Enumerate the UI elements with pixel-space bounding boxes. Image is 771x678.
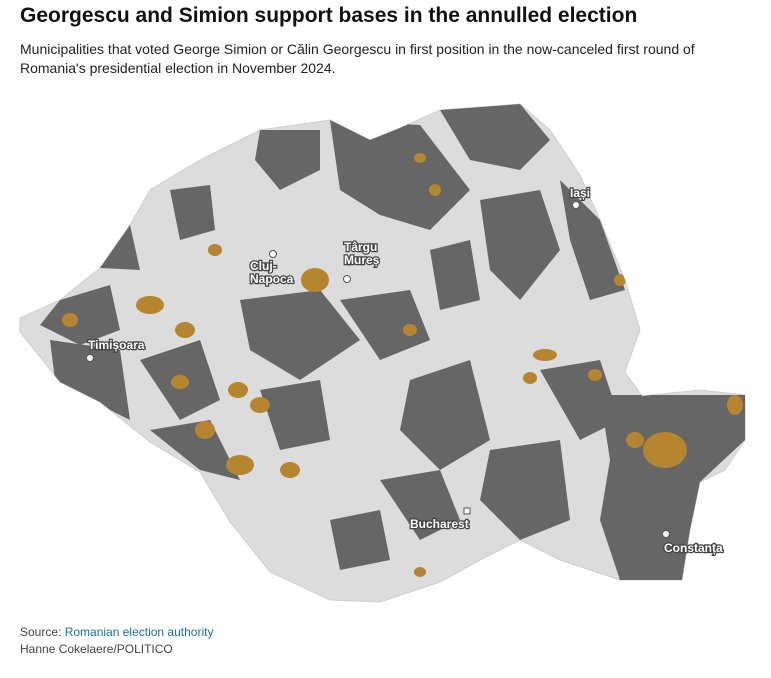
city-label-line: Napoca xyxy=(250,272,294,286)
city-label: Timișoara xyxy=(88,338,145,352)
source-prefix: Source: xyxy=(20,625,62,639)
city-label-line: Mureș xyxy=(344,253,380,267)
city-label: Bucharest xyxy=(410,517,469,531)
source: Source: Romanian election authority xyxy=(20,624,213,641)
footer: Source: Romanian election authority Hann… xyxy=(20,624,213,658)
city-label-line: Târgu xyxy=(344,240,377,254)
city-label-line: Cluj- xyxy=(250,259,277,273)
city-label-line: Constanța xyxy=(664,541,723,555)
city-label: Târgu Mureș xyxy=(344,240,380,267)
city-label: Cluj-Napoca xyxy=(250,259,294,286)
source-link[interactable]: Romanian election authority xyxy=(64,625,214,639)
credit: Hanne Cokelaere/POLITICO xyxy=(20,642,173,656)
city-label-line: Bucharest xyxy=(410,517,469,531)
city-label: Constanța xyxy=(664,541,723,555)
city-label-line: Iași xyxy=(570,186,590,200)
city-label: Iași xyxy=(570,186,590,200)
title: Georgescu and Simion support bases in th… xyxy=(20,4,638,27)
city-markers xyxy=(86,201,670,538)
subtitle: Municipalities that voted George Simion … xyxy=(20,41,695,76)
city-label-line: Timișoara xyxy=(88,338,145,352)
georgescu-areas xyxy=(62,153,743,577)
